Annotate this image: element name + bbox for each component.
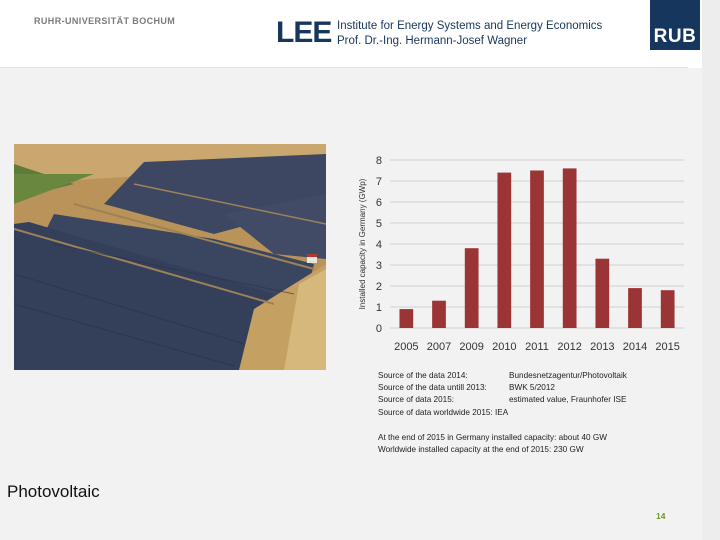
source-value: IEA bbox=[494, 407, 509, 417]
rub-logo: RUB bbox=[650, 0, 700, 50]
source-value: estimated value, Fraunhofer ISE bbox=[509, 395, 627, 405]
x-tick-label: 2007 bbox=[427, 341, 451, 353]
capacity-summary: At the end of 2015 in Germany installed … bbox=[378, 432, 607, 456]
bar-2014 bbox=[628, 288, 642, 328]
y-tick-label: 3 bbox=[376, 260, 382, 272]
bar-2013 bbox=[595, 258, 610, 328]
solar-farm-photo bbox=[14, 144, 326, 370]
source-label: Source of data 2015: bbox=[378, 395, 455, 405]
page-number: 14 bbox=[656, 511, 666, 521]
data-sources: Source of the data 2014: Bundesnetzagentu… bbox=[378, 370, 627, 419]
x-tick-label: 2015 bbox=[655, 341, 679, 353]
source-label: Source of the data 2014: bbox=[378, 371, 468, 380]
y-tick-label: 7 bbox=[376, 176, 382, 188]
source-value: BWK 5/2012 bbox=[509, 383, 555, 393]
x-tick-label: 2014 bbox=[623, 341, 647, 353]
source-row: Source of data worldwide 2015: IEA bbox=[378, 407, 627, 419]
bar-2009 bbox=[464, 248, 479, 328]
slide-header: RUHR-UNIVERSITÄT BOCHUM LEE Institute fo… bbox=[0, 0, 700, 68]
lee-logo: LEE bbox=[276, 16, 332, 49]
x-tick-label: 2012 bbox=[557, 341, 581, 353]
bar-2011 bbox=[530, 170, 544, 328]
rub-logo-text: RUB bbox=[653, 26, 697, 47]
y-tick-label: 2 bbox=[376, 281, 382, 293]
source-row: Source of data 2015: estimated value, Fra… bbox=[378, 394, 627, 406]
bar-2010 bbox=[497, 172, 512, 328]
bar-2012 bbox=[562, 168, 577, 328]
source-value: Bundesnetzagentur/Photovoltaik bbox=[509, 371, 627, 380]
y-axis-label: Installed capacity in Germany (GWp) bbox=[358, 178, 367, 309]
university-name: RUHR-UNIVERSITÄT BOCHUM bbox=[34, 16, 176, 26]
source-row: Source of the data 2014: Bundesnetzagentu… bbox=[378, 370, 627, 382]
summary-worldwide: Worldwide installed capacity at the end … bbox=[378, 445, 584, 455]
professor-name: Prof. Dr.-Ing. Hermann-Josef Wagner bbox=[337, 35, 528, 47]
source-label: Source of the data untill 2013: bbox=[378, 383, 487, 393]
institute-name: Institute for Energy Systems and Energy … bbox=[337, 20, 603, 32]
y-tick-label: 0 bbox=[376, 323, 382, 335]
bar-2015 bbox=[660, 290, 675, 328]
x-tick-label: 2011 bbox=[525, 341, 549, 353]
summary-germany: At the end of 2015 in Germany installed … bbox=[378, 433, 607, 442]
y-tick-label: 5 bbox=[376, 218, 382, 230]
section-title: Photovoltaic bbox=[7, 482, 100, 501]
capacity-bar-chart: 0 1 2 3 4 5 6 7 8 2005 2007 2009 2010 2011 2012 2013 201… bbox=[354, 146, 694, 358]
x-tick-label: 2013 bbox=[590, 341, 614, 353]
y-tick-label: 4 bbox=[376, 239, 382, 251]
source-row: Source of the data untill 2013: BWK 5/201… bbox=[378, 382, 627, 394]
x-tick-label: 2010 bbox=[492, 341, 516, 353]
y-tick-label: 6 bbox=[376, 197, 382, 209]
x-tick-label: 2009 bbox=[459, 341, 483, 353]
y-tick-label: 1 bbox=[376, 302, 382, 314]
header-divider bbox=[0, 67, 688, 68]
y-tick-label: 8 bbox=[376, 155, 382, 167]
x-tick-label: 2005 bbox=[394, 341, 418, 353]
source-label: Source of data worldwide 2015: bbox=[378, 407, 493, 417]
bar-2007 bbox=[432, 300, 446, 328]
right-margin-bar bbox=[702, 0, 720, 540]
bar-2005 bbox=[399, 309, 414, 328]
